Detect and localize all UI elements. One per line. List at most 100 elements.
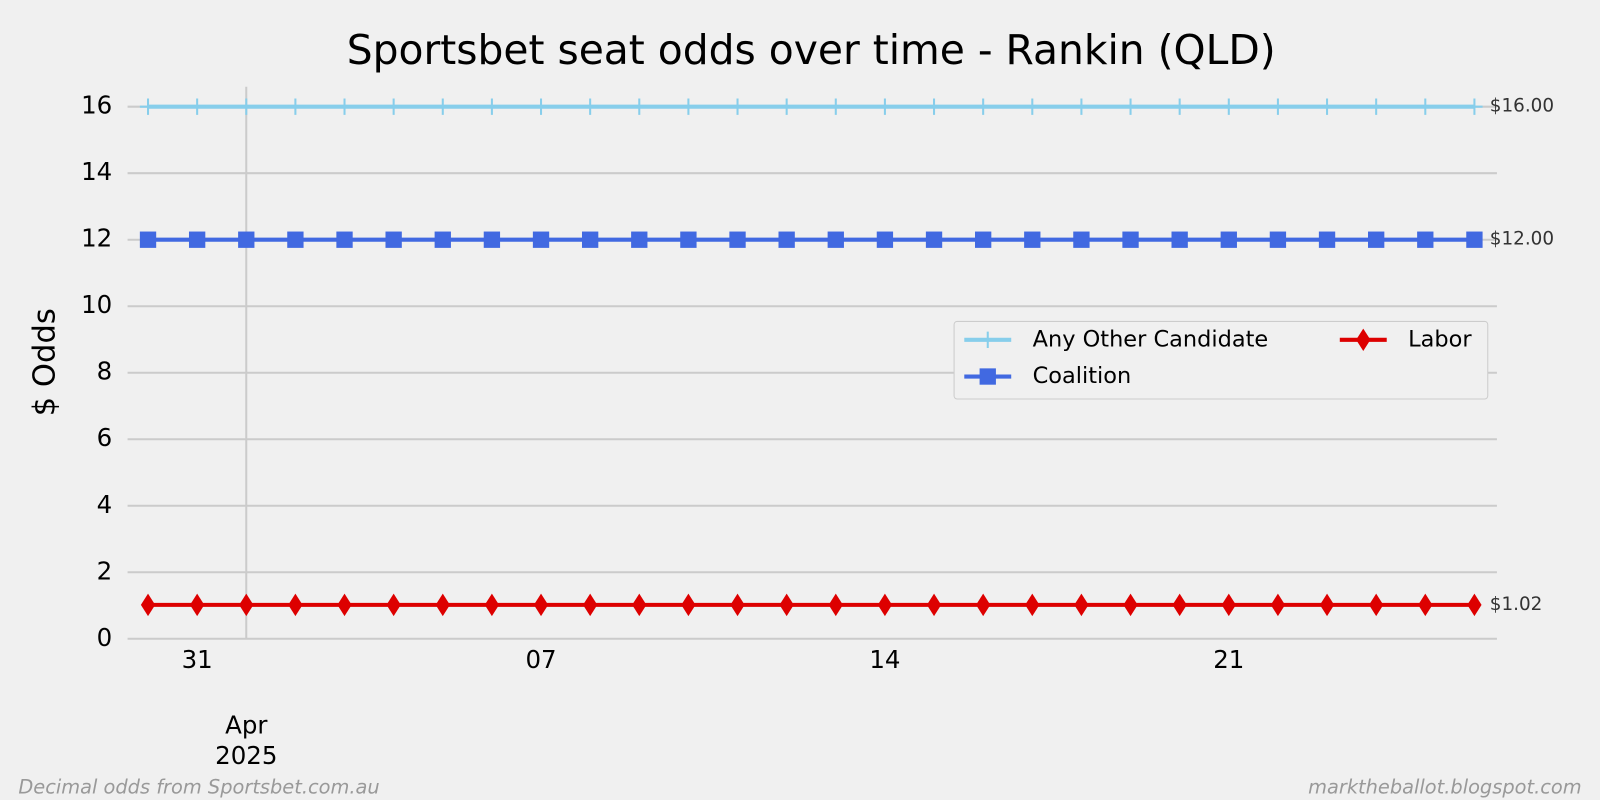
footnote-left: Decimal odds from Sportsbet.com.au [18,775,379,798]
marker [583,593,598,617]
marker [1269,98,1287,115]
marker [681,593,696,617]
marker [1024,231,1041,248]
marker [1171,98,1188,115]
marker [925,231,943,248]
legend-label: Labor [1408,326,1472,352]
marker [974,231,992,248]
marker [336,231,353,248]
marker [730,593,745,617]
legend-label: Any Other Candidate [1033,326,1269,352]
chart-title: Sportsbet seat odds over time - Rankin (… [347,26,1276,74]
marker [435,593,450,617]
y-tick-label: 2 [97,556,113,585]
marker [779,593,794,617]
marker [778,231,795,248]
marker [239,593,254,617]
marker [1318,98,1336,115]
marker [140,593,156,617]
marker [1318,231,1336,248]
marker [287,98,304,115]
marker [877,593,893,617]
value-label: $12.00 [1490,229,1554,250]
marker [925,98,943,115]
marker [188,98,206,115]
marker [976,593,991,617]
marker [581,231,599,248]
marker [631,98,648,115]
marker [979,368,996,385]
marker [876,231,894,248]
y-tick-label: 4 [97,490,113,519]
legend: Any Other Candidate Coalition Labor [953,320,1489,400]
marker [1122,98,1139,115]
marker [1024,98,1041,115]
marker [729,98,746,115]
marker [1269,231,1287,248]
x-tick-label: 14 [869,645,900,674]
marker [581,98,599,115]
marker [1025,593,1040,617]
x-tick-label: 31 [182,645,213,674]
marker [631,231,648,248]
value-label: $16.00 [1490,96,1554,117]
y-tick-label: 6 [97,423,113,452]
marker [827,98,844,115]
footnote-right: marktheballot.blogspot.com [1308,775,1582,798]
marker [139,231,157,248]
marker [1417,98,1434,115]
y-tick-label: 12 [81,224,112,253]
marker [979,331,996,348]
y-tick-label: 8 [97,357,113,386]
y-tick-label: 14 [81,157,112,186]
marker [1466,231,1483,248]
marker [1356,328,1371,352]
marker [1171,231,1188,248]
marker [1172,593,1187,617]
marker [337,593,352,617]
marker [1368,98,1385,115]
y-tick-label: 10 [81,290,112,319]
marker [434,231,451,248]
marker [1220,98,1237,115]
marker [1319,593,1335,617]
marker [1221,593,1236,617]
marker [1418,593,1433,617]
marker [385,98,402,115]
marker [1368,231,1385,248]
marker [288,593,303,617]
marker [1073,231,1090,248]
value-label: $1.02 [1490,594,1543,615]
marker [1122,231,1139,248]
marker [190,593,205,617]
y-tick-label: 16 [81,91,112,120]
marker [483,98,501,115]
marker [974,98,992,115]
marker [1073,98,1090,115]
marker [1369,593,1384,617]
marker [532,98,550,115]
marker [1074,593,1089,617]
marker [1220,231,1237,248]
marker [778,98,795,115]
marker [287,231,304,248]
marker [532,231,550,248]
marker [238,231,255,248]
marker [336,98,353,115]
marker [1466,98,1483,115]
marker [139,98,157,115]
marker [729,231,746,248]
marker [385,231,402,248]
marker [434,98,451,115]
marker [680,98,697,115]
marker [1270,593,1286,617]
marker [827,231,844,248]
marker [876,98,894,115]
y-tick-label: 0 [97,623,113,652]
legend-label: Coalition [1033,363,1132,389]
marker [1467,593,1482,617]
marker [238,98,255,115]
